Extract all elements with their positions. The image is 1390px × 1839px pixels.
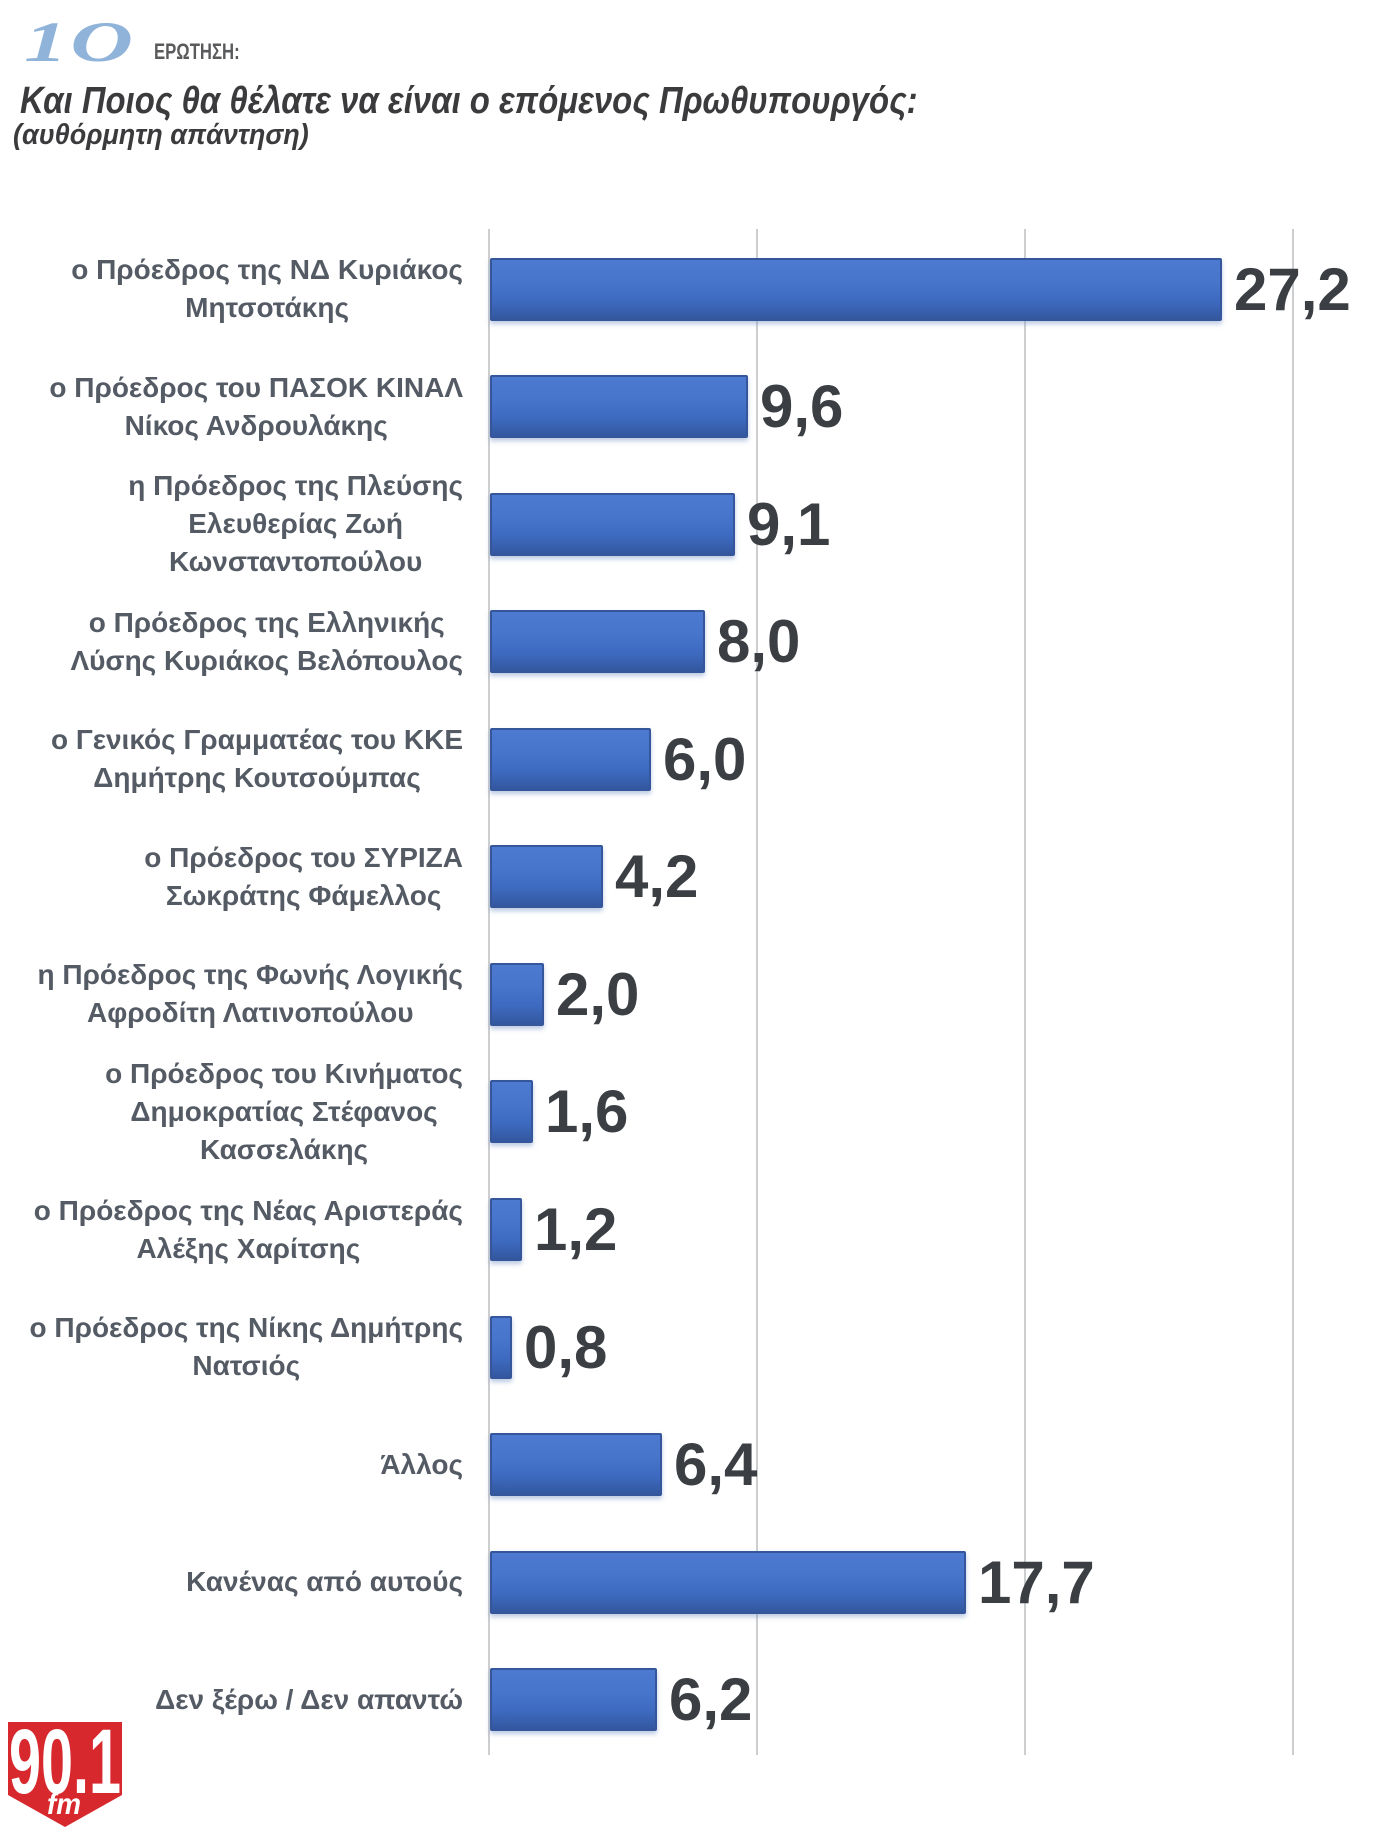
svg-text:90.1: 90.1	[9, 1711, 121, 1813]
svg-text:fm: fm	[47, 1788, 81, 1821]
